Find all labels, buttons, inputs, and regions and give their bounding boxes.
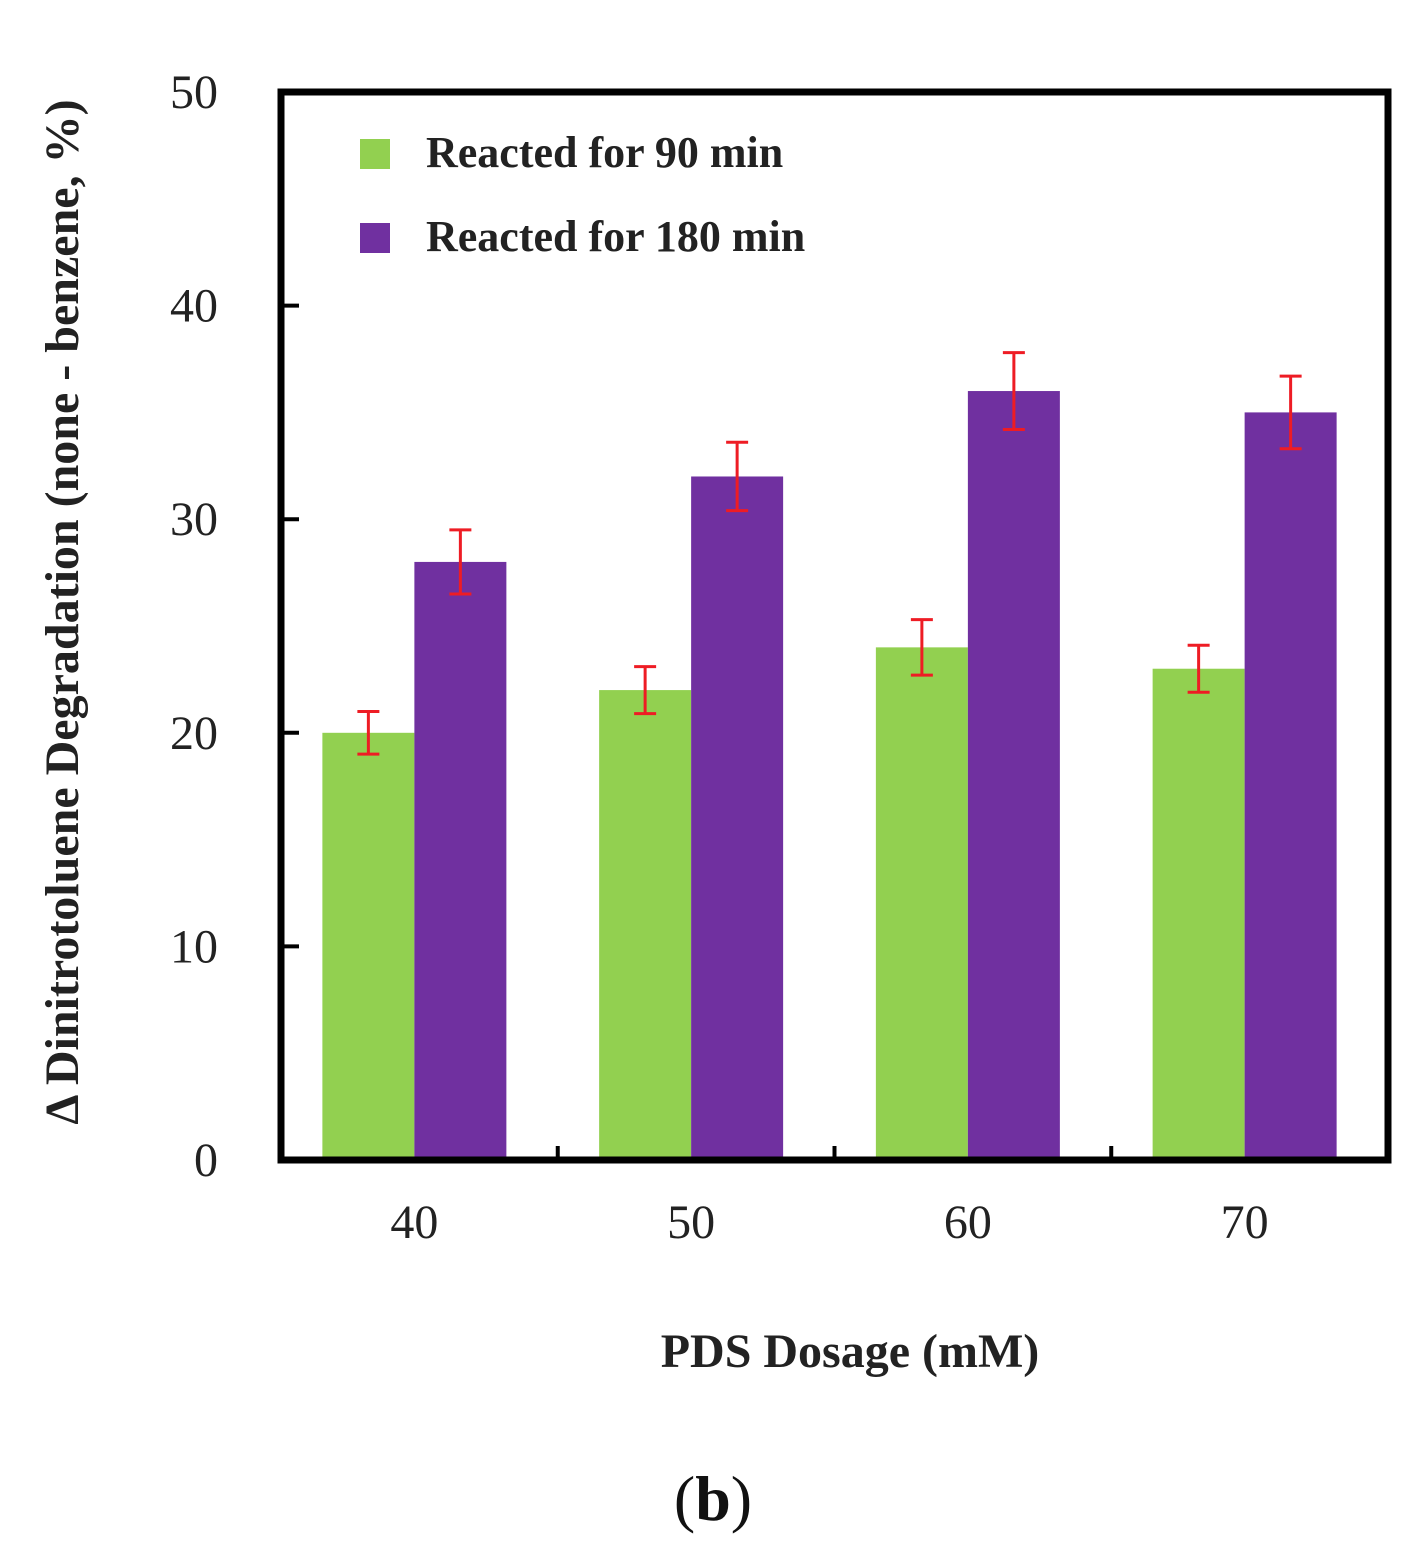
- legend-label-90min: Reacted for 90 min: [426, 128, 783, 177]
- panel-label: (b): [674, 1463, 752, 1534]
- error-bar-90min-50: [634, 665, 657, 716]
- error-bar-90min-60: [910, 618, 933, 677]
- y-tick-label-50: 50: [170, 66, 218, 119]
- error-bar-180min-40: [449, 528, 472, 596]
- bar-180min-70: [1244, 412, 1337, 1160]
- error-bars-layer: [357, 351, 1302, 756]
- error-bar-180min-50: [726, 440, 749, 513]
- legend-swatch-90min: [360, 139, 390, 169]
- x-tick-label-60: 60: [944, 1196, 992, 1249]
- y-axis-title: Δ Dinitrotoluene Degradation (none - ben…: [36, 99, 89, 1124]
- error-bar-90min-70: [1187, 643, 1210, 694]
- x-axis-title: PDS Dosage (mM): [661, 1325, 1040, 1378]
- bar-180min-60: [967, 391, 1060, 1160]
- y-tick-label-30: 30: [170, 493, 218, 546]
- error-bar-180min-70: [1279, 374, 1302, 451]
- y-tick-label-20: 20: [170, 707, 218, 760]
- y-tick-label-0: 0: [194, 1134, 218, 1187]
- panel-label-close: ): [731, 1463, 752, 1534]
- legend-swatch-180min: [360, 223, 390, 253]
- bar-90min-60: [875, 647, 968, 1160]
- error-bar-90min-40: [357, 709, 380, 756]
- y-tick-label-40: 40: [170, 280, 218, 333]
- x-tick-label-40: 40: [390, 1196, 438, 1249]
- legend: Reacted for 90 min Reacted for 180 min: [360, 128, 805, 261]
- plot-frame: [277, 88, 1392, 1164]
- panel-label-letter: b: [695, 1463, 731, 1534]
- error-bar-180min-60: [1002, 351, 1025, 431]
- bars-layer: [322, 391, 1337, 1161]
- bar-180min-40: [414, 561, 507, 1160]
- bar-90min-40: [322, 732, 415, 1160]
- axes-layer: 40 50 60 70 0 10 20 30 40 50: [170, 66, 1392, 1249]
- bar-90min-70: [1152, 668, 1245, 1160]
- x-tick-label-50: 50: [667, 1196, 715, 1249]
- bar-180min-50: [691, 476, 784, 1161]
- legend-label-180min: Reacted for 180 min: [426, 212, 805, 261]
- panel-label-open: (: [674, 1463, 695, 1534]
- x-tick-label-70: 70: [1221, 1196, 1269, 1249]
- y-tick-label-10: 10: [170, 920, 218, 973]
- bar-90min-50: [599, 690, 692, 1160]
